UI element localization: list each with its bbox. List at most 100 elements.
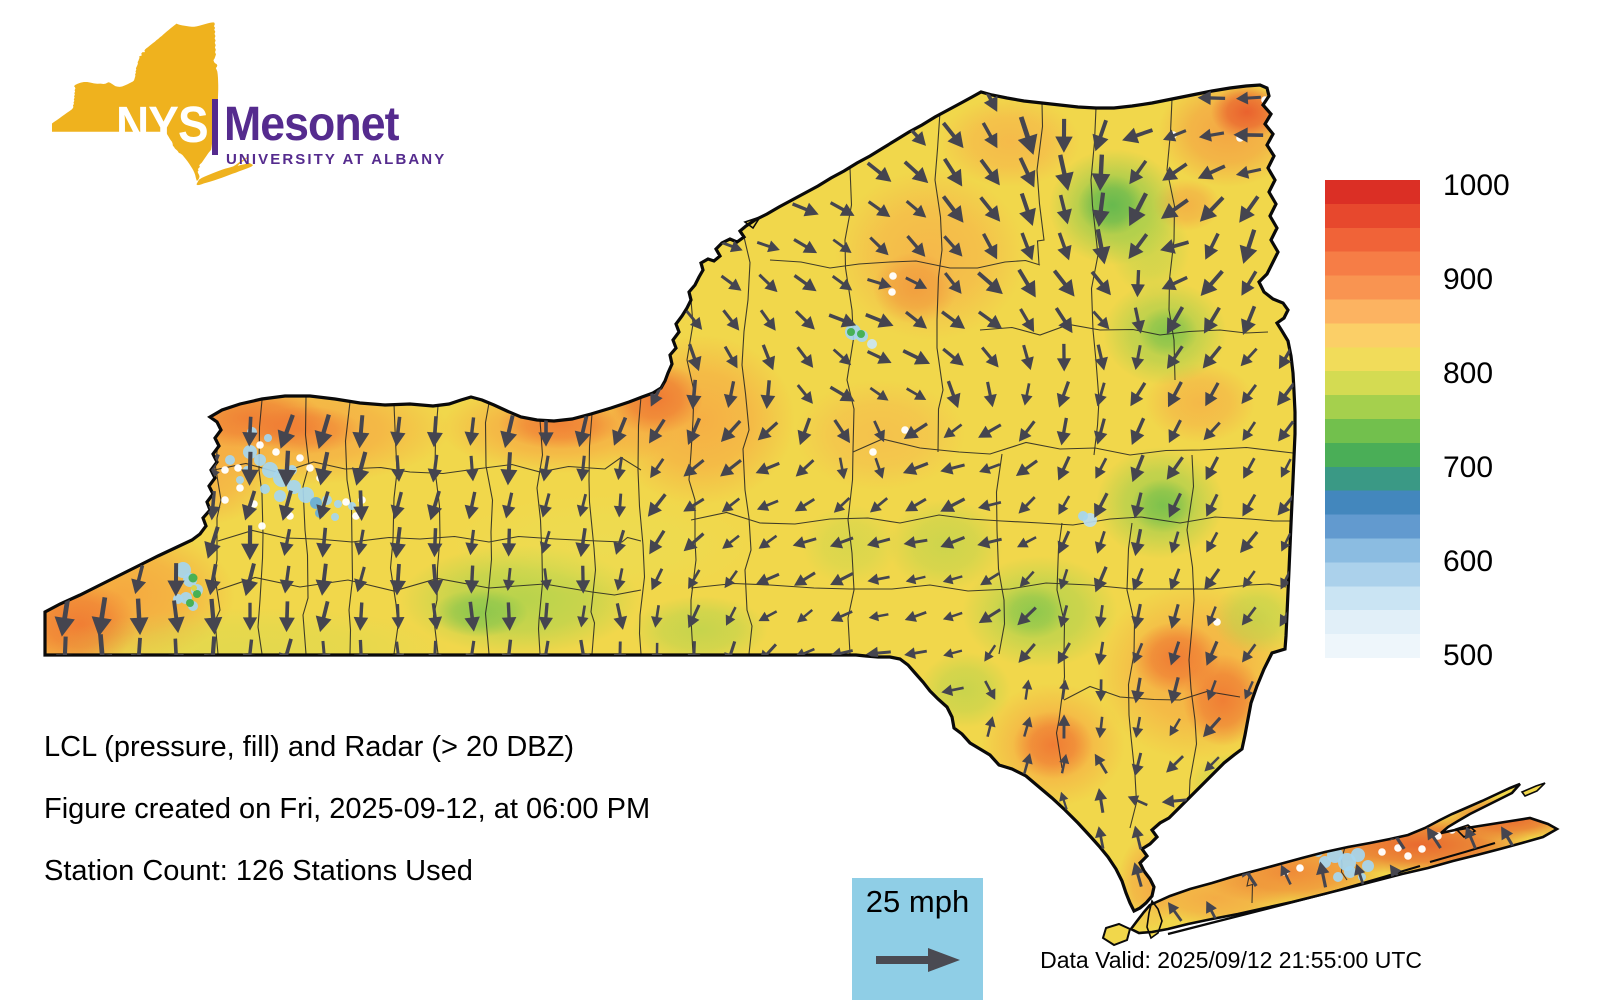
- wind-arrow: [1093, 566, 1108, 593]
- wind-arrow: [832, 348, 852, 366]
- wind-arrow: [464, 417, 480, 446]
- data-valid-timestamp: Data Valid: 2025/09/12 21:55:00 UTC: [1040, 947, 1422, 973]
- wind-arrow: [833, 419, 851, 444]
- wind-arrow-field: [54, 85, 1516, 923]
- wind-arrow: [1130, 270, 1145, 298]
- wind-arrow: [1094, 382, 1107, 407]
- wind-arrow: [942, 157, 963, 187]
- wind-arrow: [942, 611, 963, 622]
- wind-arrow: [1129, 159, 1148, 185]
- wind-arrow: [1199, 196, 1225, 222]
- logo-state-shape-icon: [51, 22, 254, 186]
- wind-arrow: [1169, 718, 1181, 737]
- wind-arrow: [793, 274, 817, 292]
- wind-arrow: [941, 684, 964, 696]
- wind-arrow: [1094, 344, 1108, 371]
- wind-arrow: [1166, 456, 1184, 480]
- wind-arrow: [1057, 455, 1071, 481]
- logo-mesonet-text: Mesonet: [224, 98, 399, 151]
- wind-arrow: [650, 568, 664, 591]
- wind-arrow: [1095, 679, 1107, 702]
- wind-arrow: [278, 490, 295, 521]
- wind-arrow: [1242, 570, 1256, 588]
- wind-arrow: [647, 493, 667, 517]
- wind-arrow: [539, 455, 553, 482]
- wind-arrow: [1059, 791, 1069, 810]
- colorbar-tick-label: 500: [1443, 639, 1494, 672]
- wind-arrow: [755, 461, 780, 475]
- wind-arrow: [576, 455, 590, 482]
- wind-arrow: [941, 121, 964, 149]
- wind-arrow: [868, 611, 889, 622]
- wind-arrow: [874, 457, 885, 479]
- wind-arrow: [1130, 417, 1146, 446]
- wind-arrow: [1057, 232, 1072, 261]
- wind-arrow: [167, 600, 185, 634]
- wind-arrow: [352, 415, 370, 449]
- wind-arrow: [1056, 343, 1072, 372]
- wind-arrow: [1203, 306, 1221, 334]
- wind-arrow: [942, 347, 964, 366]
- wind-speed-legend: 25 mph: [852, 878, 983, 1000]
- wind-arrow: [1235, 91, 1261, 105]
- wind-arrow: [794, 310, 815, 330]
- wind-arrow: [1426, 826, 1442, 849]
- wind-arrow: [1168, 419, 1182, 443]
- wind-legend-label: 25 mph: [865, 884, 970, 919]
- wind-arrow: [719, 240, 743, 253]
- wind-arrow: [1132, 642, 1144, 664]
- wind-arrow: [1168, 641, 1181, 666]
- wind-arrow: [686, 417, 702, 445]
- wind-arrow: [984, 680, 996, 700]
- wind-arrow: [792, 536, 817, 549]
- wind-arrow: [316, 491, 331, 520]
- wind-arrow: [1056, 417, 1071, 446]
- wind-arrow: [755, 572, 780, 586]
- wind-arrow: [1015, 459, 1039, 477]
- wind-arrow: [464, 601, 480, 632]
- wind-arrow: [540, 568, 552, 591]
- wind-arrow: [1203, 716, 1222, 738]
- wind-arrow: [501, 528, 517, 557]
- wind-arrow: [1017, 268, 1036, 298]
- wind-arrow: [1168, 492, 1182, 518]
- wind-arrow: [1018, 157, 1036, 188]
- wind-arrow: [427, 490, 443, 521]
- wind-arrow: [830, 610, 853, 622]
- wind-arrow: [389, 526, 406, 559]
- wind-arrow: [242, 416, 258, 447]
- wind-arrow: [1132, 716, 1144, 739]
- wind-arrow: [1018, 420, 1036, 442]
- wind-arrow: [865, 312, 894, 328]
- wind-arrow: [1094, 788, 1108, 813]
- wind-arrow: [830, 572, 854, 586]
- colorbar-tick-label: 700: [1443, 451, 1494, 484]
- wind-arrow: [1277, 382, 1296, 406]
- wind-arrow: [977, 536, 1002, 549]
- wind-arrow: [1131, 825, 1144, 850]
- wind-arrow: [1020, 344, 1034, 371]
- wind-arrow: [831, 275, 853, 291]
- wind-arrow: [1206, 679, 1217, 701]
- wind-arrow: [1241, 270, 1258, 296]
- wind-arrow: [1017, 116, 1038, 155]
- wind-arrow: [389, 563, 407, 596]
- wind-arrow: [979, 158, 1000, 186]
- wind-arrow: [390, 416, 406, 447]
- wind-arrow: [1055, 154, 1074, 191]
- wind-arrow: [129, 598, 149, 636]
- wind-arrow: [1091, 192, 1110, 228]
- wind-arrow: [903, 160, 929, 184]
- wind-arrow: [464, 491, 479, 520]
- wind-arrow: [941, 195, 964, 223]
- wind-arrow: [1241, 606, 1257, 626]
- wind-arrow: [904, 610, 927, 622]
- wind-arrow: [1160, 198, 1189, 219]
- wind-arrow: [984, 644, 997, 662]
- wind-arrow: [314, 413, 333, 450]
- wind-arrow: [981, 232, 998, 260]
- wind-arrow: [241, 562, 258, 597]
- wind-arrow: [612, 416, 628, 446]
- wind-arrow: [978, 423, 1002, 438]
- wind-arrow: [683, 497, 705, 512]
